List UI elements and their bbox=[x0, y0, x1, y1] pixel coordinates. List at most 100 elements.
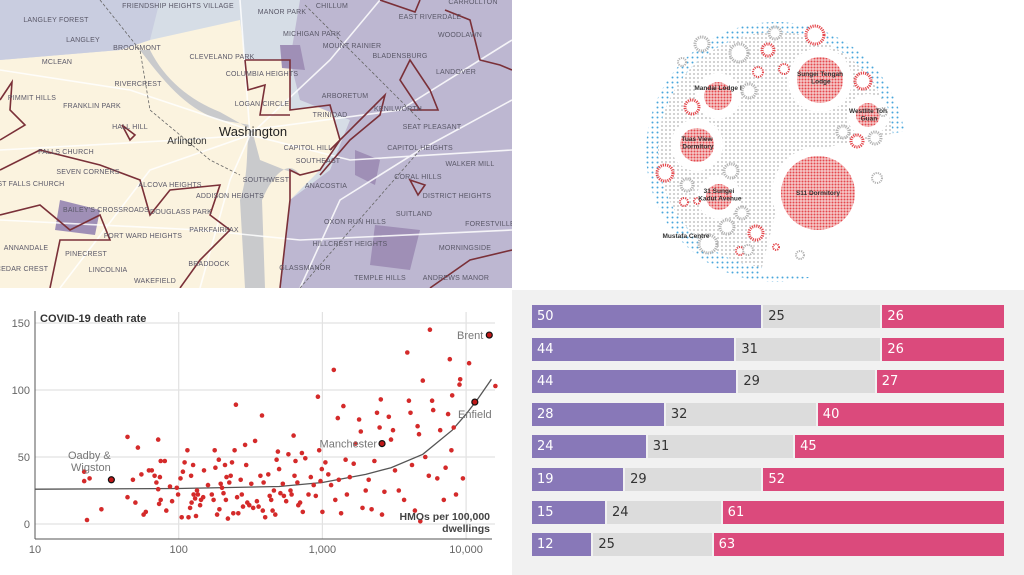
other-cluster-ring[interactable] bbox=[867, 130, 883, 146]
bar-segment[interactable]: 31 bbox=[647, 435, 794, 459]
bar-segment[interactable]: 29 bbox=[738, 370, 875, 394]
bar-segment[interactable]: 15 bbox=[532, 500, 605, 524]
highlighted-point[interactable] bbox=[471, 398, 479, 406]
scatter-point[interactable] bbox=[99, 507, 104, 512]
scatter-point[interactable] bbox=[87, 476, 92, 481]
scatter-point[interactable] bbox=[338, 511, 344, 516]
scatter-point[interactable] bbox=[233, 402, 239, 408]
bar-segment[interactable]: 45 bbox=[795, 435, 1004, 459]
scatter-point[interactable] bbox=[447, 356, 453, 362]
scatter-point[interactable] bbox=[155, 437, 161, 442]
scatter-point[interactable] bbox=[221, 490, 226, 496]
scatter-point[interactable] bbox=[185, 448, 190, 453]
bar-segment[interactable]: 44 bbox=[532, 337, 735, 361]
scatter-point[interactable] bbox=[200, 494, 206, 500]
scatter-point[interactable] bbox=[460, 476, 466, 481]
scatter-point[interactable] bbox=[420, 378, 426, 383]
other-cluster-ring[interactable] bbox=[679, 177, 695, 193]
other-cluster-ring[interactable] bbox=[742, 244, 754, 256]
scatter-point[interactable] bbox=[326, 472, 331, 477]
scatter-point[interactable] bbox=[356, 417, 362, 422]
scatter-point[interactable] bbox=[315, 394, 321, 400]
cluster-bubble[interactable] bbox=[680, 128, 714, 162]
scatter-point[interactable] bbox=[336, 477, 342, 483]
scatter-point[interactable] bbox=[333, 497, 338, 503]
scatter-point[interactable] bbox=[408, 410, 413, 416]
scatter-point[interactable] bbox=[316, 448, 322, 453]
scatter-point[interactable] bbox=[149, 468, 155, 473]
scatter-point[interactable] bbox=[358, 429, 364, 434]
scatter-point[interactable] bbox=[152, 473, 157, 479]
scatter-point[interactable] bbox=[258, 473, 263, 479]
scatter-point[interactable] bbox=[289, 492, 294, 497]
cluster-bubble[interactable] bbox=[856, 103, 880, 127]
scatter-point[interactable] bbox=[423, 454, 428, 460]
scatter-point[interactable] bbox=[143, 509, 149, 515]
cluster-ring[interactable] bbox=[655, 163, 675, 183]
cluster-ring[interactable] bbox=[747, 224, 765, 242]
scatter-point[interactable] bbox=[291, 433, 296, 438]
scatter-point[interactable] bbox=[441, 497, 447, 503]
other-cluster-ring[interactable] bbox=[697, 233, 719, 255]
scatter-point[interactable] bbox=[190, 462, 196, 468]
scatter-point[interactable] bbox=[268, 497, 274, 503]
scatter-point[interactable] bbox=[418, 519, 423, 524]
scatter-point[interactable] bbox=[297, 500, 303, 505]
scatter-point[interactable] bbox=[234, 494, 240, 500]
scatter-point[interactable] bbox=[164, 508, 169, 513]
scatter-point[interactable] bbox=[249, 481, 254, 487]
bar-segment[interactable]: 63 bbox=[713, 533, 1004, 557]
scatter-point[interactable] bbox=[194, 488, 200, 493]
scatter-point[interactable] bbox=[225, 516, 231, 521]
scatter-point[interactable] bbox=[139, 472, 144, 477]
scatter-point[interactable] bbox=[320, 509, 325, 515]
other-cluster-ring[interactable] bbox=[722, 162, 740, 180]
scatter-point[interactable] bbox=[213, 465, 218, 471]
scatter-point[interactable] bbox=[154, 480, 159, 485]
scatter-point[interactable] bbox=[319, 466, 325, 472]
scatter-point[interactable] bbox=[306, 492, 311, 497]
scatter-point[interactable] bbox=[283, 498, 289, 504]
cluster-ring[interactable] bbox=[778, 63, 790, 75]
scatter-point[interactable] bbox=[209, 492, 215, 497]
cluster-bubble[interactable] bbox=[706, 184, 732, 210]
other-cluster-ring[interactable] bbox=[728, 42, 750, 64]
bar-segment[interactable]: 28 bbox=[532, 402, 664, 426]
scatter-point[interactable] bbox=[193, 513, 199, 519]
scatter-point[interactable] bbox=[270, 508, 275, 513]
scatter-point[interactable] bbox=[271, 488, 277, 493]
dormitory-cluster-bubble-chart[interactable]: Sungei Tengah Lodge Mandai Lodge I Westlit… bbox=[646, 22, 912, 282]
scatter-point[interactable] bbox=[308, 474, 314, 480]
scatter-point[interactable] bbox=[295, 480, 300, 485]
scatter-point[interactable] bbox=[125, 494, 130, 500]
scatter-point[interactable] bbox=[430, 407, 436, 413]
scatter-point[interactable] bbox=[191, 492, 196, 497]
other-cluster-ring[interactable] bbox=[795, 250, 805, 260]
scatter-point[interactable] bbox=[205, 482, 211, 488]
scatter-point[interactable] bbox=[401, 497, 407, 503]
cluster-bubble[interactable] bbox=[704, 82, 732, 110]
highlighted-point[interactable] bbox=[378, 440, 386, 448]
bar-segment[interactable]: 25 bbox=[593, 533, 712, 557]
bar-segment[interactable]: 32 bbox=[665, 402, 816, 426]
scatter-point[interactable] bbox=[344, 492, 350, 497]
scatter-point[interactable] bbox=[192, 496, 198, 501]
bar-segment[interactable]: 40 bbox=[817, 402, 1004, 426]
cluster-ring[interactable] bbox=[760, 42, 776, 58]
other-cluster-ring[interactable] bbox=[871, 172, 883, 184]
scatter-point[interactable] bbox=[274, 457, 279, 463]
scatter-point[interactable] bbox=[366, 477, 372, 483]
scatter-point[interactable] bbox=[457, 377, 463, 382]
scatter-point[interactable] bbox=[178, 476, 183, 481]
scatter-point[interactable] bbox=[219, 485, 225, 491]
scatter-point[interactable] bbox=[260, 508, 266, 513]
scatter-point[interactable] bbox=[243, 462, 249, 468]
cluster-ring[interactable] bbox=[752, 66, 764, 78]
scatter-point[interactable] bbox=[239, 492, 245, 497]
scatter-point[interactable] bbox=[392, 468, 398, 473]
scatter-point[interactable] bbox=[223, 497, 229, 503]
scatter-point[interactable] bbox=[303, 456, 308, 461]
scatter-point[interactable] bbox=[435, 476, 440, 481]
other-cluster-ring[interactable] bbox=[734, 205, 750, 221]
scatter-point[interactable] bbox=[236, 511, 241, 516]
